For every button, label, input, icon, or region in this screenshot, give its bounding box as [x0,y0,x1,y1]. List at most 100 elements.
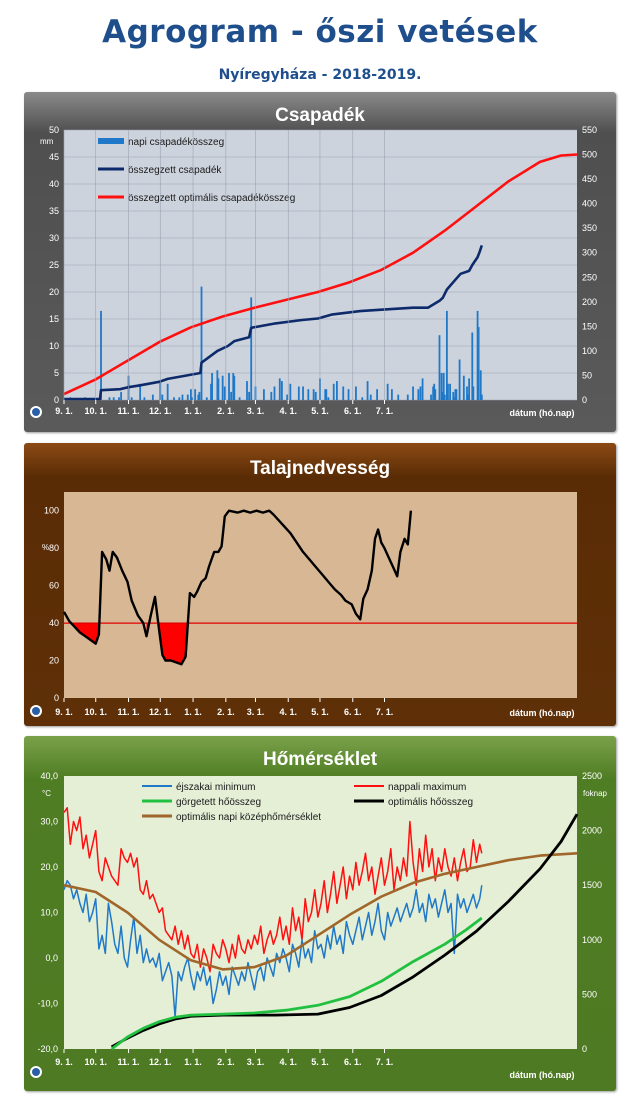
precip-bar [232,373,235,400]
precip-bar [139,383,142,400]
x-tick-label: 4. 1. [279,707,297,717]
x-tick-label: 3. 1. [247,406,265,416]
x-tick-label: 12. 1. [149,1057,172,1067]
precip-bar [178,397,181,400]
y2-tick-label: 400 [582,199,597,209]
precip-bar [278,378,281,400]
precip-bar [432,386,435,400]
legend-label-day-max: nappali maximum [388,782,466,793]
precip-bar [161,394,164,400]
x-tick-label: 6. 1. [344,707,362,717]
x-tick-label: 9. 1. [55,1057,73,1067]
y2-tick-label: 550 [582,125,597,135]
precip-bar [108,397,111,400]
legend-label-optimal: összegzett optimális csapadékösszeg [128,193,295,204]
soil-moisture-panel: Talajnedvesség 0 20 40 60 80 100 % 9. 1. 10. 1… [24,443,616,726]
x-axis: 9. 1. 10. 1. 11. 1. 12. 1. 1. 1. 2. 1. 3. 1. 4.… [55,1049,393,1067]
precip-bar [198,391,201,400]
y2-tick-label: 0 [582,395,587,405]
precip-bar [223,386,226,400]
precip-bar [466,386,468,400]
precip-bar [143,397,146,400]
precip-bar [302,386,304,400]
x-tick-label: 7. 1. [376,1057,394,1067]
precip-bar [443,394,446,400]
x-tick-label: 1. 1. [184,1057,202,1067]
legend: éjszakai minimum nappali maximum görgete… [142,782,473,823]
chart-marks: 0 20 40 60 80 100 [44,506,577,703]
y2-tick-label: 0 [582,1044,587,1054]
precip-bar [462,375,465,400]
precip-bar [434,389,437,400]
x-tick-label: 3. 1. [247,707,265,717]
precip-bar [191,397,193,400]
precip-bar [417,389,420,400]
optimal-sum-line [110,813,579,1049]
chart-title: Hőmérséklet [263,749,378,770]
precipitation-chart: Csapadék 0510152025303540455005010015020… [30,105,597,418]
chart-title: Csapadék [275,105,365,126]
y-tick-label: 25 [49,260,59,270]
x-tick-label: 11. 1. [118,707,140,717]
precip-bar [181,394,184,400]
optimal-cumulative-line [63,153,578,396]
precip-bar [289,383,292,400]
legend-swatch-daily [98,138,124,144]
precip-bar [205,397,208,400]
precip-bar [324,389,327,400]
y-tick-label: 20,0 [40,862,58,872]
precip-bar [332,383,335,400]
y-tick-label: 60 [49,581,59,591]
x-tick-label: 7. 1. [376,707,394,717]
x-axis: 9. 1. 10. 1. 11. 1. 12. 1. 1. 1. 2. 1. 3. 1. 4.… [55,130,393,416]
precip-bar [173,397,175,400]
logo-icon [30,1066,42,1078]
cumulative-precip-line [64,244,484,401]
precip-bar [211,373,213,400]
precip-bar [421,378,424,400]
precip-bar [286,394,289,400]
precip-bar [467,394,469,400]
precip-bar [479,370,482,400]
precip-bar [130,397,133,400]
soil-moisture-line [62,509,413,666]
x-tick-label: 5. 1. [311,1057,329,1067]
precip-bar [238,397,241,400]
x-tick-label: 6. 1. [344,406,362,416]
x-tick-label: 9. 1. [55,406,73,416]
precip-bar [297,386,300,400]
precip-bar [312,389,315,400]
precip-bar [433,383,436,400]
y2-tick-label: 150 [582,321,597,331]
x-tick-label: 12. 1. [149,406,172,416]
legend-label-daily: napi csapadékösszeg [128,137,224,148]
y-axis-unit: °C [42,789,51,798]
precip-bar [454,389,457,400]
y-tick-label: 100 [44,506,59,516]
precip-bar [441,391,444,400]
precip-bar [440,373,443,400]
precip-bar [468,378,471,400]
precip-bar [216,370,219,400]
precip-bar [270,391,273,400]
x-axis-label: dátum (hó.nap) [510,408,575,418]
precip-bar [325,389,328,400]
y-axis-unit: mm [40,137,54,146]
precip-bar [412,386,414,400]
logo-icon [30,406,42,418]
precip-bar [248,391,251,400]
precip-bar [233,375,236,400]
precip-bar [366,381,369,400]
x-tick-label: 12. 1. [149,707,172,717]
y-tick-label: 5 [54,368,59,378]
precip-bar [228,373,230,400]
precip-bar [447,383,449,400]
precip-bar [453,397,456,400]
y2-tick-label: 300 [582,248,597,258]
precip-bar [200,286,203,400]
precip-bar [430,394,432,400]
y-tick-label: 0,0 [45,953,58,963]
precip-bar [186,394,189,400]
precip-bar [221,375,224,400]
x-tick-label: 6. 1. [344,1057,362,1067]
